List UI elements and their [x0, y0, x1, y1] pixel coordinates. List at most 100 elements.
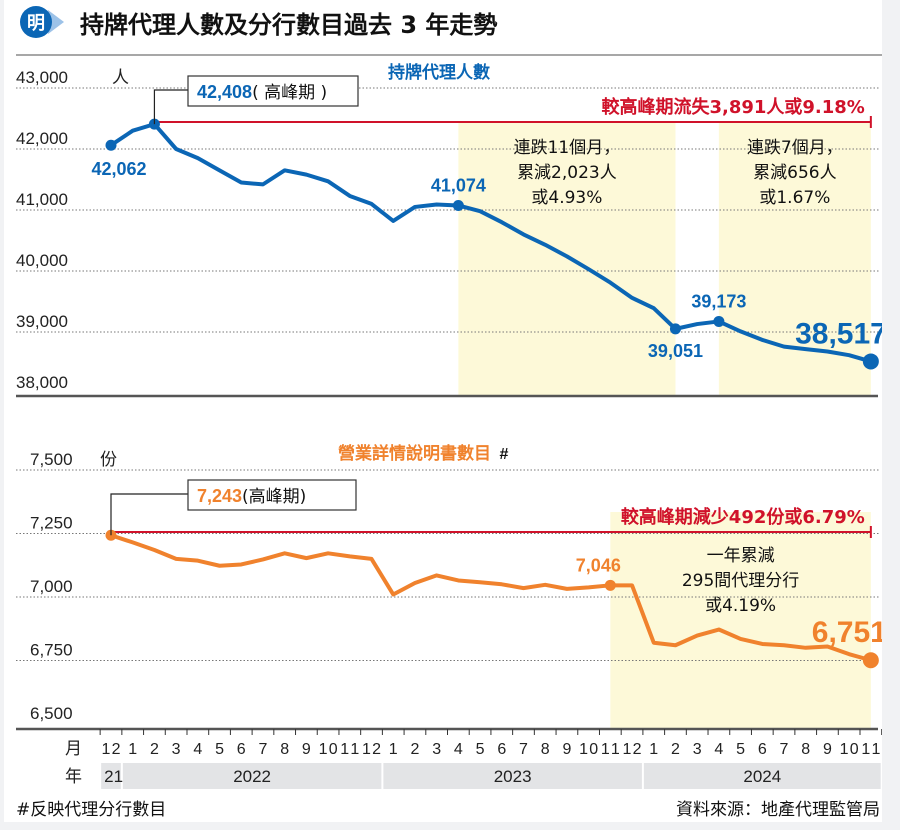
peak-suffix: (高峰期) — [242, 487, 306, 507]
footnote: #反映代理分行數目 — [16, 800, 166, 820]
month-tick-label: 5 — [476, 741, 485, 758]
month-tick-label: 12 — [623, 741, 642, 758]
month-tick-label: 6 — [497, 741, 506, 758]
month-tick-label: 7 — [259, 741, 268, 758]
y-tick-label: 7,250 — [30, 514, 73, 533]
month-tick-label: 1 — [389, 741, 398, 758]
year-label: 2023 — [494, 767, 532, 786]
year-band — [643, 763, 881, 789]
data-label: 39,051 — [648, 341, 703, 361]
highlight-caption: 累減2,023人 — [517, 163, 617, 183]
highlight-caption: 一年累減 — [707, 546, 775, 566]
month-tick-label: 8 — [541, 741, 550, 758]
logo-char: 明 — [27, 13, 45, 34]
source-note: 資料來源：地產代理監管局 — [676, 800, 880, 820]
month-tick-label: 5 — [736, 741, 745, 758]
month-tick-label: 11 — [861, 741, 880, 758]
month-tick-label: 12 — [102, 741, 121, 758]
highlight-band — [718, 122, 871, 396]
data-label: 42,062 — [91, 159, 146, 179]
peak-annotation: 較高峰期流失3,891人或9.18% — [601, 96, 864, 118]
highlight-caption: 或4.19% — [705, 596, 776, 616]
month-tick-label: 4 — [454, 741, 463, 758]
year-band — [122, 763, 382, 789]
data-point — [604, 579, 616, 591]
callout-text: 42,408( 高峰期 ) — [197, 82, 327, 103]
peak-annotation: 較高峰期減少492份或6.79% — [621, 506, 865, 528]
y-tick-label: 42,000 — [16, 129, 68, 148]
header: 明 持牌代理人數及分行數目過去 3 年走勢 — [16, 6, 882, 56]
y-tick-label: 39,000 — [16, 312, 68, 331]
highlight-caption: 或1.67% — [759, 188, 830, 208]
y-unit-label: 人 — [112, 68, 129, 88]
y-unit-label: 份 — [100, 450, 117, 470]
year-label: 21 — [104, 767, 123, 786]
month-tick-label: 4 — [714, 741, 723, 758]
month-tick-label: 11 — [340, 741, 359, 758]
month-tick-label: 7 — [519, 741, 528, 758]
year-band — [383, 763, 642, 789]
y-tick-label: 41,000 — [16, 190, 68, 209]
agents-chart: 38,000 39,000 40,000 41,000 42,000 43,000 人 持牌代… — [16, 62, 887, 398]
month-tick-label: 6 — [237, 741, 246, 758]
data-label: 7,046 — [576, 555, 621, 575]
month-tick-label: 1 — [128, 741, 137, 758]
callout-text: 7,243(高峰期) — [197, 486, 306, 507]
month-tick-label: 5 — [215, 741, 224, 758]
month-tick-label: 8 — [801, 741, 810, 758]
data-point — [862, 652, 879, 669]
month-tick-label: 3 — [432, 741, 441, 758]
year-label: 2022 — [233, 767, 271, 786]
month-tick-label: 2 — [150, 741, 159, 758]
y-tick-label: 7,500 — [30, 450, 73, 469]
page-title: 持牌代理人數及分行數目過去 3 年走勢 — [80, 11, 497, 39]
month-tick-label: 1 — [649, 741, 658, 758]
y-tick-label: 6,750 — [30, 641, 73, 660]
month-tick-label: 11 — [601, 741, 620, 758]
data-point — [862, 353, 879, 370]
y-tick-label: 7,000 — [30, 577, 73, 596]
y-tick-label: 6,500 — [30, 704, 73, 723]
callout-box — [187, 75, 359, 107]
month-tick-label: 12 — [362, 741, 381, 758]
logo-icon: 明 — [20, 6, 64, 38]
month-tick-label: 9 — [823, 741, 832, 758]
month-tick-label: 7 — [780, 741, 789, 758]
month-tick-label: 6 — [758, 741, 767, 758]
month-tick-label: 4 — [193, 741, 202, 758]
year-axis-label: 年 — [65, 767, 82, 787]
month-axis-label: 月 — [65, 739, 82, 759]
y-tick-label: 43,000 — [16, 68, 68, 87]
data-point — [452, 199, 464, 211]
data-point — [713, 315, 725, 327]
highlight-band — [458, 122, 676, 396]
year-label: 2024 — [743, 767, 781, 786]
month-tick-label: 3 — [172, 741, 181, 758]
month-tick-label: 8 — [280, 741, 289, 758]
month-tick-label: 10 — [319, 741, 338, 758]
title-footnote-mark: # — [500, 446, 509, 463]
highlight-caption: 或4.93% — [531, 188, 602, 208]
data-point — [105, 139, 117, 151]
series-line — [109, 533, 873, 663]
month-tick-label: 9 — [562, 741, 571, 758]
data-label: 39,173 — [691, 291, 746, 311]
y-tick-label: 40,000 — [16, 251, 68, 270]
chart-canvas: 明 持牌代理人數及分行數目過去 3 年走勢 38,000 39,000 40,000… — [16, 6, 887, 820]
chart-title: 營業詳情說明書數目 — [338, 443, 491, 464]
peak-value: 7,243 — [197, 486, 242, 506]
callout-box — [187, 479, 357, 511]
month-tick-label: 9 — [302, 741, 311, 758]
highlight-caption: 連跌7個月， — [747, 138, 843, 158]
peak-suffix: ( 高峰期 ) — [252, 83, 327, 103]
month-tick-label: 2 — [671, 741, 680, 758]
peak-value: 42,408 — [197, 82, 252, 102]
highlight-caption: 295間代理分行 — [682, 571, 799, 591]
y-tick-label: 38,000 — [16, 373, 68, 392]
latest-value-label: 38,517 — [795, 317, 882, 350]
callout-leader — [110, 493, 188, 536]
month-tick-label: 10 — [579, 741, 598, 758]
highlight-caption: 累減656人 — [753, 163, 836, 183]
infographic-card: 明 持牌代理人數及分行數目過去 3 年走勢 38,000 39,000 40,000… — [4, 0, 887, 822]
